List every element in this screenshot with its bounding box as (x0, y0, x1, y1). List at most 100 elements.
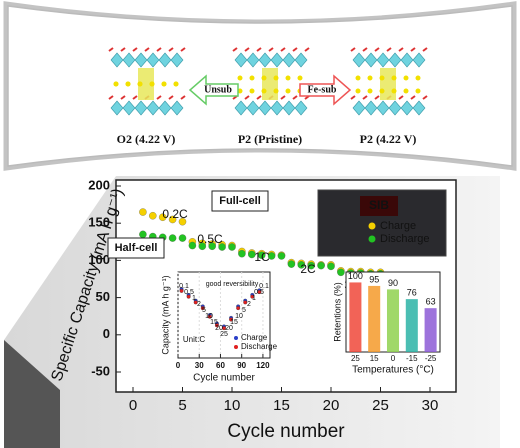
na-ion (391, 88, 397, 94)
bond (362, 95, 368, 100)
bond (232, 47, 238, 52)
callout-box (211, 190, 269, 212)
bond (374, 47, 380, 52)
arrow-label: Fe-sub (308, 84, 337, 95)
na-ion (391, 75, 397, 81)
rate-label: 10 (205, 313, 213, 320)
bond (350, 95, 356, 100)
annotation: SIB (369, 198, 389, 212)
na-ion (285, 75, 291, 81)
y-tick-label: 150 (88, 215, 110, 230)
bond (132, 95, 138, 100)
x-tick-label: 20 (323, 397, 340, 414)
legend-label: Discharge (380, 233, 430, 245)
na-ion (273, 75, 279, 81)
bond (422, 47, 428, 52)
bond (386, 47, 392, 52)
point (287, 260, 296, 268)
point (229, 317, 234, 322)
na-ion (367, 88, 373, 94)
annotation: 0.5C (197, 232, 223, 246)
na-ion (355, 88, 361, 94)
inset-frame (177, 271, 271, 359)
legend-swatch (368, 235, 376, 243)
point (257, 290, 262, 295)
structure-panel (7, 5, 513, 167)
bond (180, 47, 186, 52)
octahedron (294, 100, 308, 116)
arrow (188, 74, 239, 106)
rate-label: 20 (225, 325, 233, 332)
inset-y-label: Capacity (mA h g⁻¹) (160, 275, 170, 354)
bond (132, 47, 138, 52)
na-ion (367, 75, 373, 81)
x-axis-label: Cycle number (227, 421, 345, 442)
point (139, 208, 147, 216)
bond (156, 95, 162, 100)
bond (410, 47, 416, 52)
na-ion (137, 81, 143, 87)
x-tick-label: 25 (351, 354, 360, 363)
bond (244, 47, 250, 52)
y-tick-label: -50 (91, 363, 110, 378)
bond (268, 47, 274, 52)
na-ion (261, 88, 267, 94)
value-label: 76 (407, 288, 417, 298)
point (168, 215, 177, 224)
x-tick-label: 10 (224, 397, 241, 414)
rate-label: 1 (192, 295, 196, 302)
point (337, 268, 345, 277)
rate-label: 0.1 (179, 283, 189, 290)
bond (304, 47, 310, 52)
na-ion (149, 81, 155, 87)
x-tick-label: 60 (216, 361, 225, 370)
na-ion (273, 88, 279, 94)
na-ion (249, 75, 255, 81)
point (158, 213, 167, 221)
point (307, 261, 315, 270)
point (257, 251, 266, 259)
x-tick-label: 30 (422, 397, 439, 414)
inset-x-label: Cycle number (193, 373, 255, 384)
bond (350, 47, 356, 52)
x-tick-label: 25 (372, 397, 389, 414)
na-ion (249, 88, 255, 94)
arrow (299, 74, 352, 106)
prism (262, 68, 278, 100)
point (193, 300, 198, 305)
octahedron (170, 100, 184, 116)
rate-label: 25 (220, 331, 228, 338)
na-ion (237, 75, 243, 81)
x-tick-label: 90 (237, 361, 246, 370)
point (207, 314, 212, 319)
point (178, 234, 187, 242)
rate-label: 1 (252, 295, 256, 302)
na-ion (355, 75, 361, 81)
point (317, 261, 325, 270)
legend-label: Charge (241, 333, 268, 342)
y-tick-label: 0 (103, 326, 110, 341)
annotation: Full-cell (219, 195, 261, 207)
legend-label: Discharge (241, 342, 278, 351)
rate-label: 5 (202, 307, 206, 314)
na-ion (297, 75, 303, 81)
x-tick-label: 0 (129, 397, 137, 414)
value-label: 95 (369, 274, 379, 284)
y-tick-label: 200 (88, 177, 110, 192)
bond (156, 47, 162, 52)
legend-swatch (234, 345, 238, 349)
bond (410, 95, 416, 100)
bond (168, 95, 174, 100)
annotation: good reversibility (206, 281, 259, 288)
bond (108, 47, 114, 52)
na-ion (161, 81, 167, 87)
inset-y-label: Retentions (%) (332, 282, 342, 342)
octahedron (170, 52, 184, 68)
annotation: Half-cell (115, 242, 158, 254)
led-display (360, 196, 398, 216)
rate-label: 15 (230, 319, 238, 326)
structure-label: O2 (4.22 V) (117, 132, 176, 146)
legend-label: Charge (380, 220, 416, 232)
bond (362, 47, 368, 52)
